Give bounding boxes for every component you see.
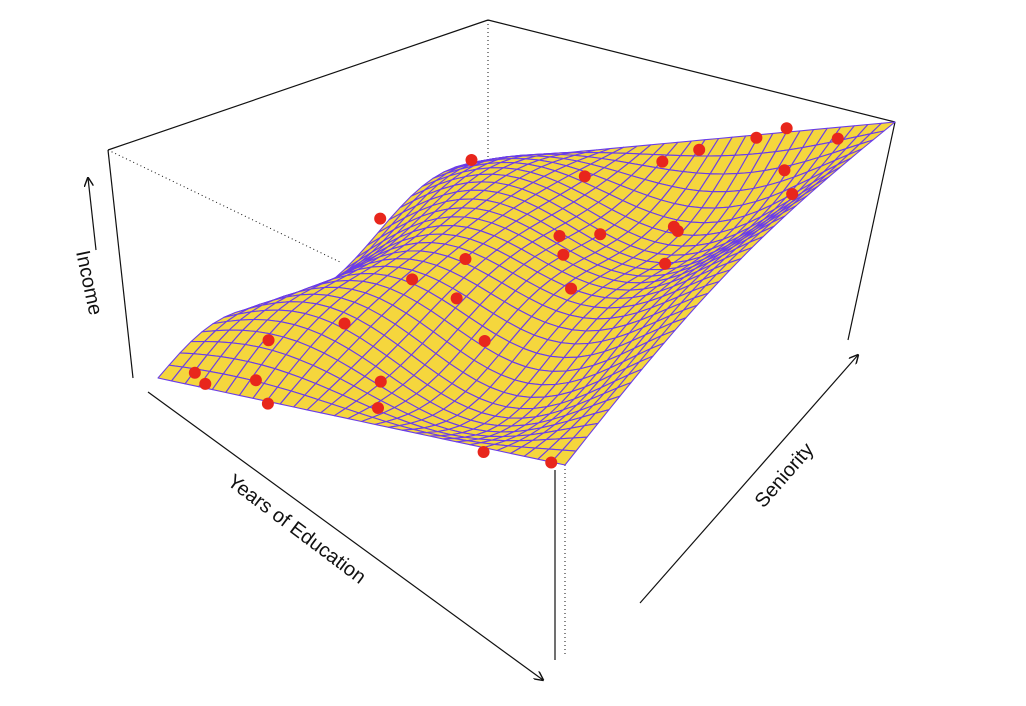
box [107, 19, 896, 660]
data-point [671, 225, 684, 237]
data-point [188, 366, 201, 379]
data-point [374, 212, 387, 225]
data-point [578, 170, 591, 183]
data-point [786, 188, 799, 200]
data-point [478, 335, 491, 347]
data-point [459, 253, 472, 265]
y-axis-label: Seniority [751, 439, 819, 512]
data-point [545, 456, 558, 469]
data-point [249, 374, 262, 387]
data-point [406, 273, 419, 286]
data-point [780, 122, 793, 135]
data-point [565, 282, 578, 295]
data-point [261, 397, 274, 410]
x-axis-label: Years of Education [223, 470, 370, 588]
data-point [557, 248, 570, 261]
data-point [656, 155, 669, 168]
data-point [374, 375, 387, 388]
data-point [372, 402, 384, 414]
data-point [450, 292, 463, 305]
data-point [659, 257, 672, 270]
mesh-cell [550, 449, 577, 466]
data-point [750, 131, 763, 144]
data-point [693, 143, 706, 156]
data-point [199, 377, 212, 390]
data-point [465, 154, 478, 166]
z-axis-label: Income [71, 248, 106, 317]
data-point [594, 228, 607, 241]
data-point [477, 446, 490, 458]
data-point [262, 334, 275, 347]
data-point [338, 317, 351, 330]
data-point [778, 164, 791, 177]
data-point [553, 230, 566, 242]
data-point [831, 132, 844, 145]
points [188, 122, 844, 469]
surface [157, 121, 896, 466]
